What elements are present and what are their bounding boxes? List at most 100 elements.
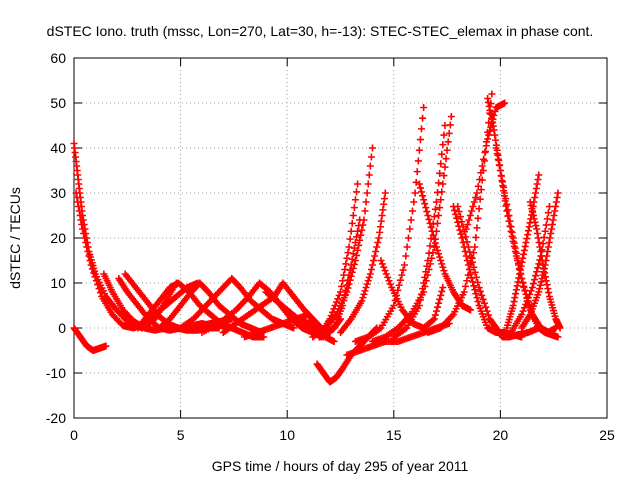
data-point-marker [519,307,527,315]
x-tick-label: 15 [386,427,402,443]
data-point-marker [341,266,349,273]
data-point-marker [462,252,470,260]
data-point-marker [418,125,426,133]
data-point-marker [344,284,352,292]
data-point-marker [485,131,493,139]
data-point-marker [439,180,447,188]
data-point-marker [361,287,369,295]
data-point-marker [330,338,338,345]
data-point-marker [534,264,542,272]
data-point-marker [438,260,446,268]
data-point-marker [474,182,482,190]
data-point-marker [80,230,88,237]
data-point-marker [500,183,508,191]
series-34 [507,203,553,336]
data-point-marker [465,216,473,224]
data-point-marker [535,171,543,179]
y-tick-label: 50 [50,95,66,111]
data-point-marker [468,207,476,215]
y-tick-label: -20 [46,410,66,426]
data-point-marker [474,278,482,286]
data-point-marker [422,204,430,212]
y-tick-label: 0 [58,320,66,336]
data-point-marker [343,288,351,296]
data-point-marker [484,311,492,319]
data-point-marker [466,212,474,219]
data-point-marker [473,189,481,197]
data-point-marker [467,306,475,314]
data-point-marker [539,240,547,248]
data-point-marker [554,333,562,341]
data-point-marker [402,252,410,260]
data-point-marker [416,136,424,144]
data-point-marker [329,308,337,316]
data-point-marker [544,209,552,217]
y-tick-label: 40 [50,140,66,156]
x-tick-label: 20 [493,427,509,443]
data-point-marker [339,277,347,285]
series-24 [424,90,496,336]
data-point-marker [348,219,356,227]
data-point-marker [82,239,90,246]
data-point-marker [351,257,359,264]
data-point-marker [535,260,543,268]
data-point-marker [335,291,343,299]
data-point-marker [87,261,95,269]
data-point-marker [346,276,354,284]
series-26 [454,203,543,341]
data-point-marker [460,288,468,296]
data-point-marker [437,196,445,204]
data-point-marker [360,216,368,224]
data-point-marker [423,208,431,216]
data-point-marker [495,161,503,169]
series-17 [337,189,389,336]
data-point-marker [91,273,99,281]
data-point-marker [422,268,430,276]
data-point-marker [378,260,386,268]
data-point-marker [411,189,419,197]
data-point-marker [481,149,489,156]
data-point-marker [367,153,375,161]
data-point-marker [524,294,532,302]
data-point-marker [415,146,423,154]
data-point-marker [426,219,434,227]
grid-lines [74,58,607,418]
data-point-marker [541,227,549,235]
data-point-marker [480,299,488,307]
data-point-marker [482,303,490,311]
data-point-marker [96,289,104,297]
data-point-marker [327,312,335,320]
data-point-marker [350,204,358,212]
data-point-marker [480,155,488,163]
y-axis-label: dSTEC / TECUs [7,187,23,289]
data-point-marker [439,284,447,291]
data-point-marker [484,135,492,143]
data-point-marker [385,277,393,285]
data-point-marker [538,246,546,254]
data-point-marker [260,333,268,341]
data-point-marker [94,281,102,289]
data-point-marker [476,195,484,203]
data-point-marker [469,203,477,210]
data-point-marker [509,234,517,242]
data-point-marker [420,104,428,111]
data-point-marker [420,279,428,287]
data-point-marker [95,285,103,293]
x-tick-label: 10 [279,427,295,443]
data-point-marker [431,239,439,247]
data-point-marker [429,231,437,239]
data-point-marker [471,243,479,251]
y-tick-label: -10 [46,365,66,381]
data-point-marker [357,231,365,239]
data-point-marker [366,270,374,278]
data-point-marker [521,286,529,294]
data-point-marker [470,198,478,206]
data-point-marker [458,234,466,242]
data-point-marker [86,257,94,264]
data-point-marker [435,212,443,219]
data-point-marker [423,262,431,270]
data-point-marker [428,227,436,235]
data-point-marker [507,223,515,231]
data-point-marker [421,200,429,208]
